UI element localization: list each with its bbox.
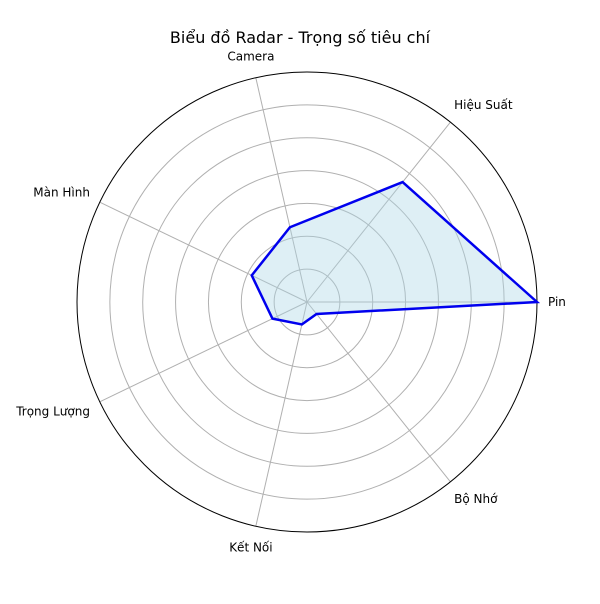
axis-label: Trọng Lượng	[15, 404, 90, 418]
grid-spoke	[256, 302, 307, 526]
grid-spoke	[307, 302, 450, 482]
chart-title: Biểu đồ Radar - Trọng số tiêu chí	[0, 28, 600, 48]
axis-label: Hiệu Suất	[454, 98, 513, 112]
axis-label: Pin	[548, 295, 566, 309]
series-layer	[252, 182, 537, 324]
axis-label: Màn Hình	[33, 186, 90, 200]
axis-label: Bộ Nhớ	[454, 492, 498, 506]
series-fill	[252, 182, 537, 324]
axis-label: Kết Nối	[229, 541, 272, 555]
axis-label: Camera	[227, 49, 274, 63]
